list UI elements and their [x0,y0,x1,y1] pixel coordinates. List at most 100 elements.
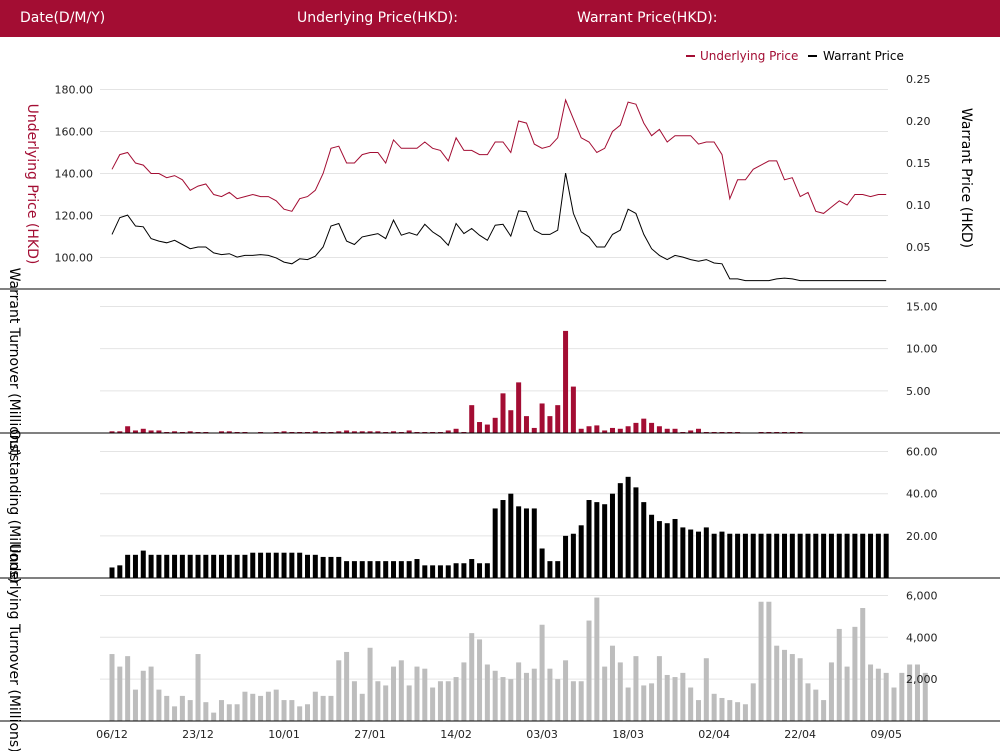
outstanding-bar [625,476,631,578]
underlying-turnover-bar [711,693,717,721]
warrant-turnover-bar [539,403,545,433]
warrant-price-axis-title: Warrant Price (HKD) [958,108,974,248]
underlying-turnover-bar [836,628,842,721]
warrant-turnover-bar [336,431,342,433]
outstanding-bar [500,500,506,578]
underlying-turnover-bar [305,704,310,721]
underlying-turnover-bar [852,626,858,721]
underlying-turnover-bar [789,654,795,721]
underlying-turnover-bar [117,666,123,721]
underlying-turnover-bar [860,608,866,721]
outstanding-bar [391,561,397,578]
header-bar: Date(D/M/Y) Underlying Price(HKD): Warra… [0,0,1000,37]
outstanding-bar [594,502,600,578]
outstanding-bar [782,533,788,578]
underlying-turnover-bar [727,700,733,721]
warrant-turnover-bar [375,431,381,433]
outstanding-bar [297,552,303,578]
underlying-turnover-bar [907,664,913,721]
warrant-turnover-bar [625,426,631,433]
outstanding-bar [789,533,795,578]
outstanding-bar [523,508,529,578]
left-axis-tick-label: 100.00 [55,252,94,265]
outstanding-bar [649,514,655,578]
outstanding-bar [547,561,553,578]
warrant-turnover-bar [140,428,146,433]
outstanding-bar [875,533,881,578]
warrant-turnover-bar [555,405,561,433]
warrant-turnover-bar [406,430,412,433]
outstanding-bar [109,567,115,578]
warrant-turnover-bar [187,431,193,433]
underlying-turnover-bar [297,706,303,721]
underlying-turnover-bar [828,662,834,721]
underlying-turnover-bar [437,681,443,721]
underlying-turnover-bar [758,601,764,721]
warrant-turnover-bar [156,430,162,433]
underlying-turnover-bar [391,666,397,721]
outstanding-bar [828,533,834,578]
underlying-turnover-tick-label: 6,000 [906,589,938,602]
outstanding-bar [578,525,584,578]
outstanding-bar [641,502,647,578]
warrant-turnover-bar [688,430,694,433]
underlying-turnover-bar [344,651,350,721]
underlying-turnover-bar [523,672,529,721]
outstanding-bar [117,565,123,578]
warrant-turnover-bar [359,431,365,433]
warrant-turnover-bar [547,416,553,433]
underlying-turnover-bar [273,689,279,721]
underlying-turnover-bar [172,706,178,721]
underlying-turnover-bar [461,662,467,721]
outstanding-bar [477,563,483,578]
underlying-price-label: Underlying Price(HKD): [297,10,458,26]
outstanding-bar [797,533,803,578]
warrant-turnover-bar [391,431,397,433]
outstanding-bar [868,533,874,578]
underlying-turnover-bar [242,691,248,721]
left-axis-tick-label: 120.00 [55,210,94,223]
warrant-turnover-bar [641,418,647,433]
warrant-turnover-bar [148,430,154,433]
outstanding-tick-label: 60.00 [906,446,938,459]
underlying-turnover-bar [883,672,889,721]
underlying-turnover-bar [226,704,232,721]
outstanding-bar [711,533,717,578]
underlying-turnover-bar [359,693,365,721]
underlying-turnover-bar [656,656,662,721]
warrant-turnover-bar [226,431,232,433]
underlying-turnover-bar [891,687,897,721]
underlying-turnover-bar [195,654,201,721]
warrant-turnover-bar [477,422,483,433]
underlying-turnover-bar [875,668,881,721]
outstanding-bar [727,533,733,578]
underlying-turnover-bar [649,683,655,721]
warrant-turnover-bar [453,428,459,433]
warrant-turnover-bar [492,417,498,433]
underlying-turnover-bar [156,689,162,721]
outstanding-bar [508,493,514,578]
outstanding-bar [203,554,209,578]
outstanding-bar [226,554,232,578]
outstanding-bar [258,552,264,578]
underlying-turnover-bar [531,668,537,721]
warrant-turnover-bar [602,430,608,433]
underlying-turnover-tick-label: 2,000 [906,673,938,686]
warrant-turnover-bar [344,430,350,433]
legend-warrant-price: Warrant Price [823,49,904,63]
underlying-turnover-bar [844,666,850,721]
underlying-turnover-bar [414,666,420,721]
outstanding-bar [461,563,467,578]
outstanding-bar [852,533,858,578]
underlying-turnover-bar [633,656,639,721]
warrant-turnover-bar [617,428,623,433]
warrant-turnover-bar [445,430,451,433]
outstanding-bar [696,531,701,578]
chart-area[interactable]: 100.00 120.00 140.00 160.00 180.00 0.05 0.10 0.… [0,37,1000,751]
underlying-turnover-bar [899,672,905,721]
outstanding-bar [516,506,522,578]
underlying-turnover-bar [774,645,780,721]
outstanding-bar [609,493,615,578]
chart-marks [0,98,1000,722]
underlying-turnover-bar [445,681,451,721]
